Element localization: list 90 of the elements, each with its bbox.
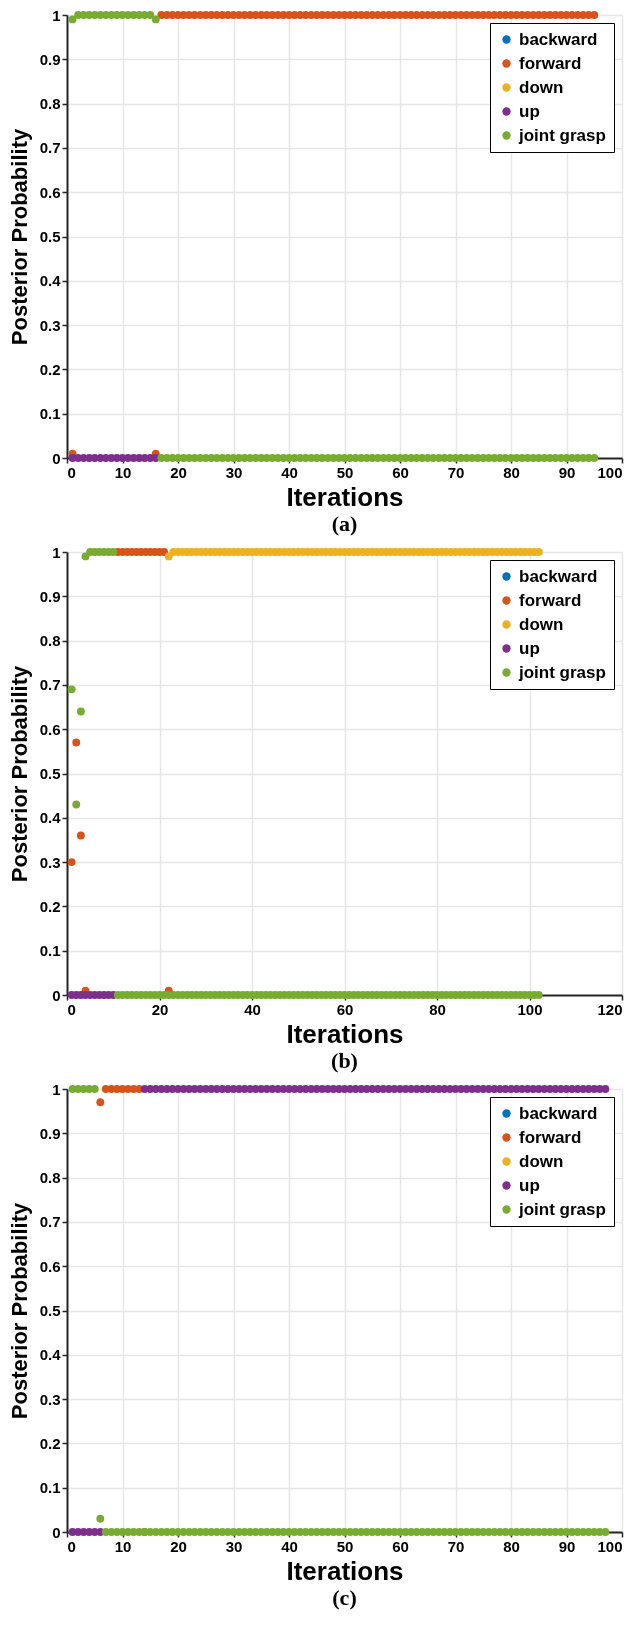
y-tick-label: 0.3 <box>39 1390 61 1408</box>
x-tick-label: 90 <box>558 463 576 481</box>
y-tick-label: 0.2 <box>39 360 61 378</box>
y-tick-label: 0.1 <box>39 405 61 423</box>
legend-label: forward <box>519 53 582 73</box>
point <box>72 738 81 747</box>
y-tick-label: 0.8 <box>39 632 61 650</box>
legend-label: down <box>519 1151 564 1171</box>
y-tick-label: 0.6 <box>39 183 61 201</box>
y-tick-label: 0.4 <box>39 809 62 827</box>
y-tick-label: 0.7 <box>39 1213 61 1231</box>
y-tick-label: 0.3 <box>39 853 61 871</box>
legend-label: forward <box>519 590 582 610</box>
x-tick-label: 120 <box>597 1000 623 1018</box>
y-tick-label: 0.9 <box>39 50 61 68</box>
legend-label: down <box>519 614 564 634</box>
point <box>160 548 169 556</box>
y-tick-label: 0.5 <box>39 1302 61 1319</box>
legend-label: backward <box>519 1103 598 1123</box>
y-tick-label: 0.1 <box>39 1479 61 1497</box>
x-tick-label: 60 <box>336 1000 354 1018</box>
x-tick-label: 40 <box>244 1000 261 1018</box>
y-axis-title: Posterior Probability <box>6 128 32 346</box>
x-tick-label: 10 <box>114 1537 132 1555</box>
y-tick-label: 0 <box>52 1523 61 1541</box>
x-axis-title: Iterations <box>286 1555 404 1586</box>
y-tick-label: 0.9 <box>39 587 61 605</box>
y-tick-label: 1 <box>52 1080 61 1098</box>
x-tick-label: 60 <box>392 1537 409 1555</box>
x-tick-label: 0 <box>67 1537 76 1555</box>
x-tick-label: 30 <box>225 1537 243 1555</box>
x-tick-label: 0 <box>67 463 76 481</box>
x-tick-label: 60 <box>392 463 409 481</box>
x-tick-label: 80 <box>503 463 520 481</box>
y-tick-label: 0.6 <box>39 1257 61 1275</box>
legend-label: backward <box>519 29 598 49</box>
x-tick-label: 30 <box>225 463 243 481</box>
x-tick-label: 0 <box>67 1000 76 1018</box>
x-tick-label: 50 <box>336 1537 354 1555</box>
x-tick-label: 70 <box>447 1537 465 1555</box>
legend-label: up <box>519 101 540 121</box>
x-axis-title: Iterations <box>286 481 404 512</box>
legend-label: up <box>519 638 540 658</box>
x-tick-label: 20 <box>170 1537 187 1555</box>
x-tick-label: 100 <box>517 1000 543 1018</box>
y-tick-label: 0.8 <box>39 95 61 113</box>
x-tick-label: 100 <box>597 1537 623 1555</box>
x-tick-label: 40 <box>281 1537 298 1555</box>
x-tick-label: 100 <box>597 463 623 481</box>
y-tick-label: 0.2 <box>39 1434 61 1452</box>
legend-label: joint grasp <box>518 662 606 682</box>
text: (c) <box>332 1585 357 1610</box>
y-tick-label: 0.4 <box>39 272 62 290</box>
x-tick-label: 90 <box>558 1537 576 1555</box>
y-tick-label: 0.7 <box>39 139 61 157</box>
y-tick-label: 0.6 <box>39 720 61 738</box>
x-tick-label: 10 <box>114 463 132 481</box>
y-tick-label: 0.2 <box>39 897 61 915</box>
legend-label: forward <box>519 1127 582 1147</box>
point <box>76 831 85 840</box>
y-tick-label: 0.8 <box>39 1169 61 1187</box>
x-tick-label: 80 <box>429 1000 446 1018</box>
text: (b) <box>331 1048 358 1073</box>
y-tick-label: 0.5 <box>39 228 61 245</box>
x-tick-label: 50 <box>336 463 354 481</box>
text: (a) <box>331 511 358 536</box>
legend-label: up <box>519 1175 540 1195</box>
y-axis-title: Posterior Probability <box>6 1202 32 1420</box>
legend-label: joint grasp <box>518 1199 606 1219</box>
legend-label: joint grasp <box>518 125 606 145</box>
point <box>67 858 76 867</box>
legend-label: backward <box>519 566 598 586</box>
x-tick-label: 20 <box>151 1000 169 1018</box>
y-tick-label: 0.3 <box>39 316 61 334</box>
x-tick-label: 20 <box>170 463 187 481</box>
y-tick-label: 0.9 <box>39 1124 61 1142</box>
y-tick-label: 0 <box>52 449 61 467</box>
y-tick-label: 0.5 <box>39 765 61 782</box>
y-tick-label: 0.1 <box>39 942 61 960</box>
legend-label: down <box>519 77 564 97</box>
x-tick-label: 70 <box>447 463 465 481</box>
y-tick-label: 1 <box>52 6 61 24</box>
x-tick-label: 80 <box>503 1537 520 1555</box>
x-axis-title: Iterations <box>286 1018 404 1049</box>
y-tick-label: 0 <box>52 986 61 1004</box>
y-tick-label: 0.4 <box>39 1346 62 1364</box>
y-tick-label: 0.7 <box>39 676 61 694</box>
y-tick-label: 1 <box>52 543 61 561</box>
x-tick-label: 40 <box>281 463 298 481</box>
y-axis-title: Posterior Probability <box>6 665 32 883</box>
